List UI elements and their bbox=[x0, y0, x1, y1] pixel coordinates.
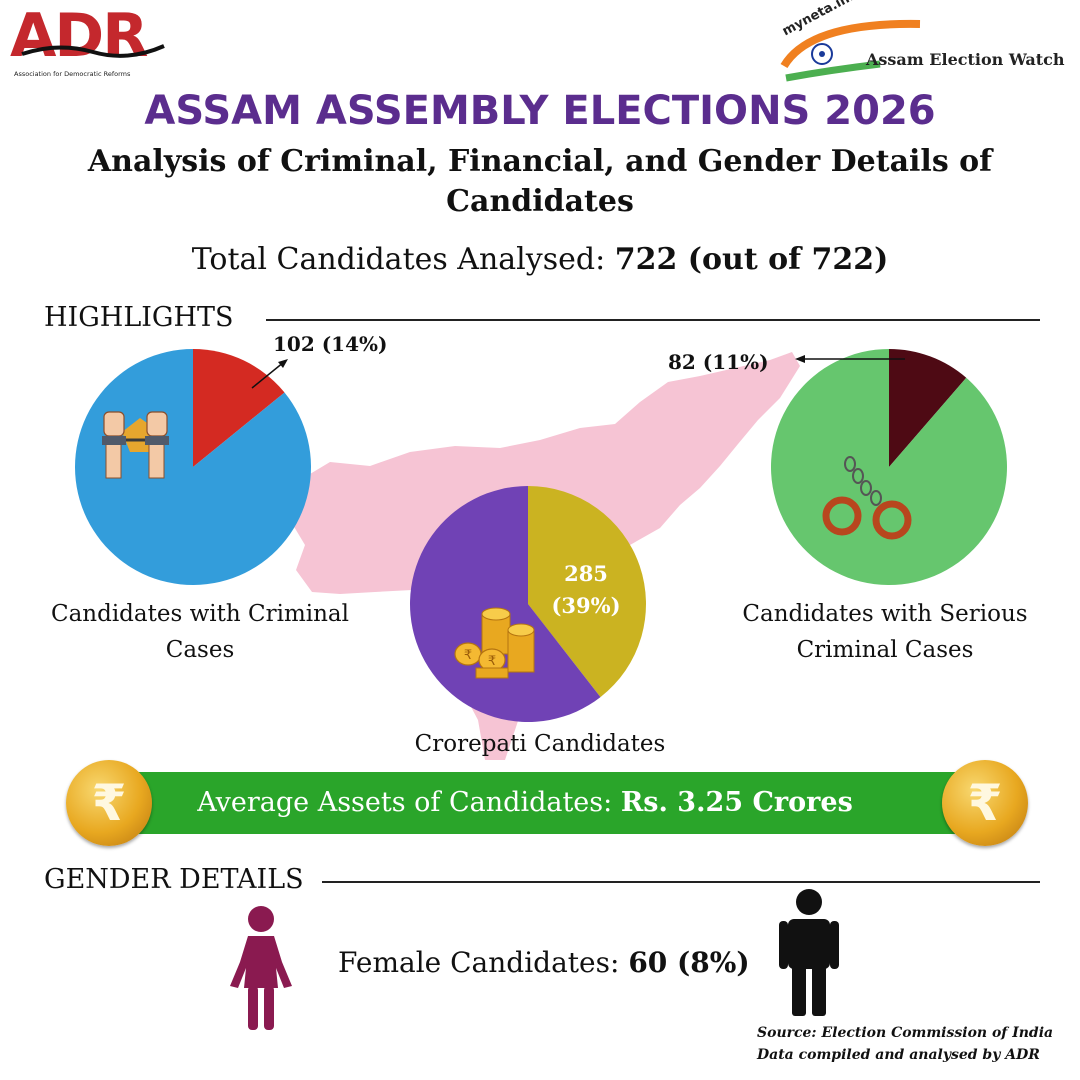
serious-pie-title: Candidates with Serious Criminal Cases bbox=[742, 601, 1028, 663]
crorepati-percent: (39%) bbox=[551, 593, 621, 618]
adr-logo-letters: ADR bbox=[10, 1, 148, 71]
crorepati-pie-slice-rest bbox=[409, 485, 601, 722]
male-icon bbox=[779, 889, 839, 1016]
crorepati-count: 285 bbox=[564, 561, 608, 586]
source-line-2: Data compiled and analysed by ADR bbox=[757, 1047, 1040, 1063]
serious-pie-label: 82 (11%) bbox=[668, 350, 769, 374]
criminal-callout-arrow bbox=[251, 359, 288, 389]
gender-heading: GENDER DETAILS bbox=[44, 864, 304, 895]
serious-callout-arrow bbox=[795, 355, 905, 363]
assets-value: Rs. 3.25 Crores bbox=[620, 787, 853, 818]
crorepati-pie-slice-highlight bbox=[528, 486, 647, 698]
rupee-coin-icon-right: ₹ bbox=[942, 760, 1028, 846]
adr-logo-subtitle: Association for Democratic Reforms bbox=[14, 70, 131, 78]
female-label: Female Candidates: bbox=[338, 946, 620, 979]
serious-pie-slice-highlight bbox=[889, 349, 967, 467]
highlights-heading: HIGHLIGHTS bbox=[44, 302, 234, 333]
svg-text:₹: ₹ bbox=[464, 648, 472, 663]
serious-pie-slice-rest bbox=[771, 349, 1008, 585]
total-value: 722 (out of 722) bbox=[614, 242, 889, 277]
female-candidates: Female Candidates: 60 (8%) bbox=[338, 946, 750, 979]
adr-logo-swoosh bbox=[21, 44, 165, 58]
total-candidates: Total Candidates Analysed: 722 (out of 7… bbox=[0, 242, 1080, 277]
svg-text:₹: ₹ bbox=[488, 654, 496, 669]
crorepati-pie-label: 285 (39%) bbox=[546, 558, 626, 622]
handcuffs-icon bbox=[822, 456, 912, 540]
source-line-1: Source: Election Commission of India bbox=[757, 1025, 1054, 1041]
average-assets-banner: Average Assets of Candidates: Rs. 3.25 C… bbox=[95, 772, 955, 834]
watch-logo-swoosh bbox=[780, 19, 921, 82]
page-subtitle: Analysis of Criminal, Financial, and Gen… bbox=[87, 144, 993, 219]
source-note: Source: Election Commission of India Dat… bbox=[757, 1022, 1053, 1066]
female-icon bbox=[230, 906, 292, 1030]
rupee-coin-icon-left: ₹ bbox=[66, 760, 152, 846]
gender-rule bbox=[322, 881, 1040, 883]
page-title: ASSAM ASSEMBLY ELECTIONS 2026 bbox=[144, 88, 936, 134]
assets-label: Average Assets of Candidates: bbox=[197, 787, 613, 818]
female-value: 60 (8%) bbox=[628, 946, 750, 979]
criminal-pie-slice-rest bbox=[74, 349, 312, 585]
crorepati-pie-title: Crorepati Candidates bbox=[414, 731, 666, 757]
assam-election-watch-logo: myneta.info Assam Election Watch bbox=[770, 0, 1080, 84]
criminal-pie-slice-highlight bbox=[193, 349, 285, 467]
highlights-rule bbox=[266, 319, 1040, 321]
watch-logo-text: Assam Election Watch bbox=[866, 50, 1065, 69]
coins-stack-icon: ₹ ₹ bbox=[454, 607, 535, 679]
total-label: Total Candidates Analysed: bbox=[191, 242, 606, 277]
adr-logo: ADR Association for Democratic Reforms bbox=[8, 1, 170, 80]
criminal-pie-title: Candidates with Criminal Cases bbox=[50, 601, 349, 663]
criminal-pie-label: 102 (14%) bbox=[273, 332, 388, 356]
handcuffed-fists-icon bbox=[102, 411, 169, 479]
